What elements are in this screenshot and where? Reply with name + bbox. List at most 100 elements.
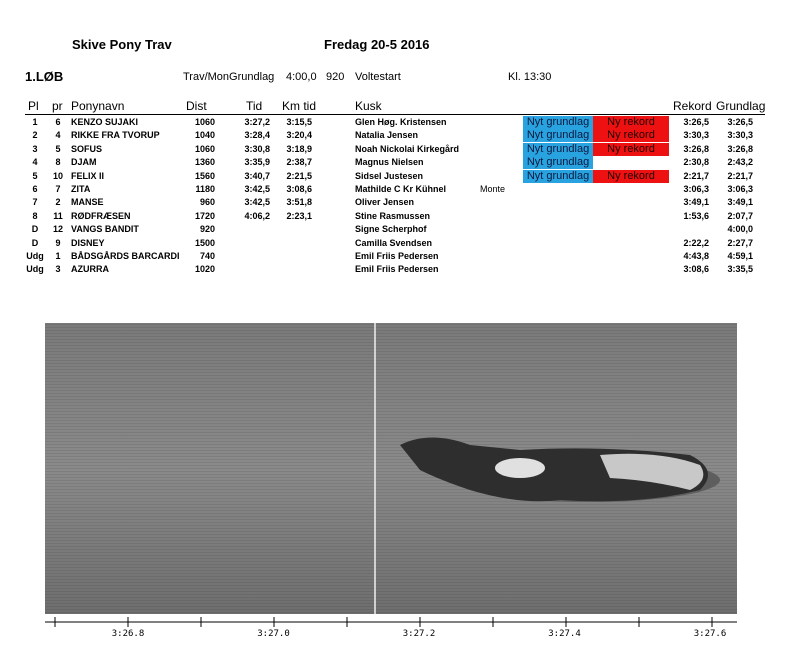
cell-rekord: 2:21,7 (683, 170, 709, 181)
cell-kusk: Noah Nickolai Kirkegård (355, 143, 460, 154)
pony (400, 437, 708, 502)
cell-pl: 5 (32, 170, 38, 181)
header-rule (25, 114, 765, 115)
cell-kusk: Natalia Jensen (355, 130, 419, 141)
number-cloth (495, 458, 545, 478)
date: Fredag 20-5 2016 (324, 37, 430, 52)
badge-new-base: Nyt grundlag (523, 129, 593, 143)
cell-name: RØDFRÆSEN (71, 210, 131, 221)
cell-dist: 1560 (194, 170, 215, 181)
cell-name: AZURRA (71, 264, 109, 275)
cell-rekord: 3:26,8 (683, 143, 709, 154)
cell-pr: 11 (53, 210, 63, 221)
timeline-label: 3:27.2 (403, 629, 436, 639)
cell-grundlag: 4:59,1 (727, 251, 753, 261)
cell-kusk: Signe Scherphof (355, 224, 427, 235)
race-type: Trav/MonGrundlag (183, 71, 275, 83)
cell-name: KENZO SUJAKI (71, 117, 139, 127)
badge-new-record: Ny rekord (593, 142, 669, 156)
cell-kusk: Mathilde C Kr Kühnel (355, 184, 447, 194)
title: Skive Pony Trav (72, 37, 172, 52)
cell-kusk: Oliver Jensen (355, 197, 415, 208)
cell-tid: 3:42,5 (244, 184, 270, 194)
cell-tid: 4:06,2 (244, 210, 270, 221)
cell-rekord: 3:08,6 (683, 264, 709, 275)
column-header: Ponynavn (71, 99, 125, 113)
column-header: Rekord (673, 99, 712, 113)
cell-rekord: 2:22,2 (683, 237, 709, 248)
cell-pr: 1 (55, 251, 61, 261)
cell-kusk: Camilla Svendsen (355, 237, 433, 248)
cell-dist: 1180 (195, 184, 215, 194)
cell-kusk: Stine Rasmussen (355, 210, 431, 221)
cell-tid: 3:28,4 (244, 130, 270, 141)
cell-pl: 3 (32, 143, 38, 154)
cell-note: Monte (480, 184, 506, 194)
cell-km: 2:38,7 (286, 157, 312, 168)
race-clock: Kl. 13:30 (508, 71, 552, 83)
cell-rekord: 4:43,8 (683, 251, 709, 261)
cell-tid: 3:42,5 (244, 197, 270, 208)
timeline-label: 3:26.8 (112, 629, 145, 639)
cell-name: DISNEY (71, 237, 105, 248)
cell-grundlag: 3:26,8 (727, 143, 753, 154)
cell-pl: 8 (32, 210, 38, 221)
column-header: pr (52, 99, 63, 113)
cell-name: DJAM (71, 157, 97, 168)
cell-dist: 1060 (194, 117, 215, 127)
cell-grundlag: 2:27,7 (727, 237, 753, 248)
cell-grundlag: 4:00,0 (727, 224, 753, 235)
cell-kusk: Emil Friis Pedersen (355, 264, 439, 275)
cell-pl: Udg (26, 251, 44, 261)
cell-rekord: 3:06,3 (683, 184, 709, 194)
cell-dist: 920 (199, 224, 215, 235)
cell-pr: 7 (55, 184, 61, 194)
badge-new-base: Nyt grundlag (523, 142, 593, 156)
cell-pr: 3 (55, 264, 61, 275)
cell-rekord: 3:49,1 (683, 197, 709, 208)
race-distance: 920 (326, 71, 345, 83)
cell-tid: 3:40,7 (244, 170, 270, 181)
cell-pr: 9 (55, 237, 61, 248)
race-time: 4:00,0 (286, 71, 317, 83)
cell-km: 3:51,8 (286, 197, 312, 208)
column-header: Tid (246, 99, 263, 113)
cell-pl: 2 (32, 130, 38, 141)
cell-kusk: Emil Friis Pedersen (355, 251, 439, 261)
race-start: Voltestart (355, 71, 401, 83)
cell-name: MANSE (71, 197, 104, 208)
timeline-label: 3:27.0 (257, 629, 290, 639)
cell-pr: 8 (55, 157, 61, 168)
column-header: Dist (186, 99, 207, 113)
cell-pr: 6 (55, 117, 61, 127)
cell-grundlag: 2:43,2 (727, 157, 753, 168)
badge-new-base: Nyt grundlag (523, 116, 593, 129)
cell-pl: 4 (32, 157, 38, 168)
cell-pr: 10 (52, 170, 63, 181)
column-header: Km tid (282, 99, 317, 113)
cell-grundlag: 2:07,7 (727, 210, 753, 221)
cell-km: 3:18,9 (286, 143, 312, 154)
cell-pl: D (31, 237, 39, 248)
badge-new-record: Ny rekord (593, 129, 669, 143)
cell-name: BÅDSGÅRDS BARCARDI (71, 251, 180, 261)
cell-name: SOFUS (71, 143, 103, 154)
cell-pl: 1 (32, 117, 38, 127)
cell-grundlag: 3:06,3 (727, 184, 753, 194)
cell-name: FELIX II (71, 170, 105, 181)
cell-rekord: 3:26,5 (683, 117, 709, 127)
cell-name: ZITA (71, 184, 91, 194)
cell-grundlag: 2:21,7 (727, 170, 753, 181)
cell-pr: 5 (55, 143, 61, 154)
cell-pl: 7 (32, 197, 38, 208)
cell-km: 3:08,6 (286, 184, 312, 194)
cell-pr: 12 (52, 224, 63, 235)
cell-kusk: Sidsel Justesen (355, 170, 424, 181)
badge-new-base: Nyt grundlag (523, 169, 593, 183)
timeline-label: 3:27.6 (694, 629, 727, 639)
cell-rekord: 1:53,6 (683, 210, 709, 221)
cell-rekord: 3:30,3 (683, 130, 709, 141)
cell-rekord: 2:30,8 (683, 157, 709, 168)
